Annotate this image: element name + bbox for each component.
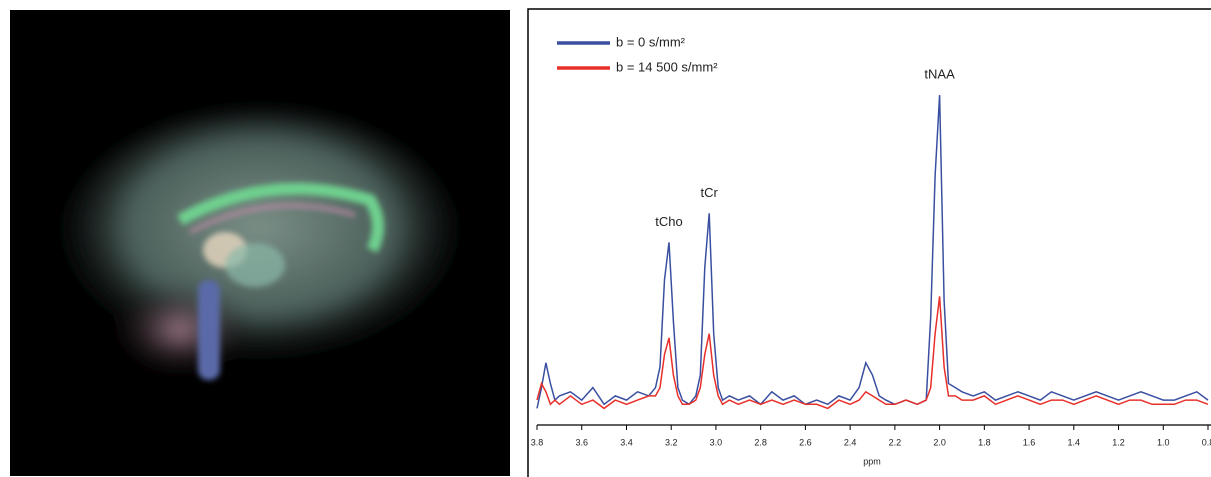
x-axis-label: ppm <box>863 456 881 466</box>
x-tick-label: 2.0 <box>933 437 946 447</box>
x-tick-label: 3.6 <box>575 437 588 447</box>
x-tick-label: 2.8 <box>754 437 767 447</box>
x-tick-label: 1.2 <box>1112 437 1125 447</box>
x-tick-label: 3.0 <box>710 437 723 447</box>
spectrum-line <box>536 296 1209 410</box>
x-tick-label: 1.8 <box>978 437 991 447</box>
x-tick-label: 0.8 <box>1202 437 1211 447</box>
peak-annotation: tCho <box>655 214 682 229</box>
peak-annotation: tCr <box>701 185 719 200</box>
x-tick-label: 3.2 <box>665 437 678 447</box>
x-tick-label: 2.2 <box>889 437 902 447</box>
x-tick-label: 1.0 <box>1157 437 1170 447</box>
x-tick-label: 2.6 <box>799 437 812 447</box>
plot-frame <box>527 8 1211 477</box>
legend-label: b = 0 s/mm² <box>616 34 686 49</box>
spectrum-chart: ppm 3.8 3.6 3.4 3.2 3.0 2.8 2.6 2.4 2.2 2.0 1.8 1.6… <box>527 8 1211 477</box>
x-tick-label: 3.8 <box>531 437 544 447</box>
x-tick-label: 3.4 <box>620 437 633 447</box>
x-tick-label: 1.6 <box>1023 437 1036 447</box>
legend-label: b = 14 500 s/mm² <box>616 59 718 74</box>
brain-image <box>10 10 510 476</box>
x-tick-label: 2.4 <box>844 437 857 447</box>
peak-annotation: tNAA <box>924 67 955 82</box>
x-tick-label: 1.4 <box>1068 437 1081 447</box>
